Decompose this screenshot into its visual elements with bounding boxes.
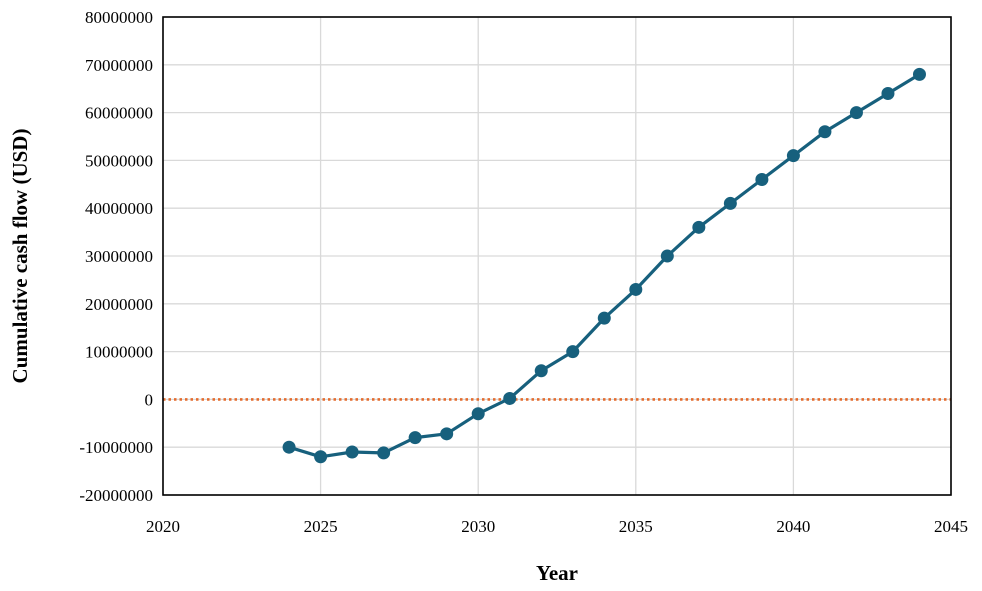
data-point bbox=[471, 407, 485, 421]
series-group bbox=[282, 67, 926, 464]
data-point bbox=[534, 364, 548, 378]
data-point bbox=[660, 249, 674, 263]
data-point bbox=[629, 282, 643, 296]
y-tick-label: 30000000 bbox=[85, 247, 153, 266]
data-point bbox=[282, 440, 296, 454]
y-tick-label: -20000000 bbox=[79, 486, 153, 505]
x-tick-label: 2025 bbox=[304, 517, 338, 536]
data-point bbox=[345, 445, 359, 459]
data-point bbox=[755, 173, 769, 187]
x-tick-label: 2030 bbox=[461, 517, 495, 536]
data-point bbox=[597, 311, 611, 325]
y-tick-label: 80000000 bbox=[85, 8, 153, 27]
y-tick-label: 20000000 bbox=[85, 295, 153, 314]
x-tick-label: 2040 bbox=[776, 517, 810, 536]
x-tick-label: 2020 bbox=[146, 517, 180, 536]
x-axis-title: Year bbox=[536, 561, 578, 585]
y-tick-label: 70000000 bbox=[85, 56, 153, 75]
data-point bbox=[314, 450, 328, 464]
data-point bbox=[849, 106, 863, 120]
plot-area-border bbox=[162, 16, 952, 496]
data-point bbox=[692, 220, 706, 234]
y-tick-label: 0 bbox=[145, 390, 154, 409]
y-tick-label: 10000000 bbox=[85, 343, 153, 362]
data-point bbox=[912, 67, 926, 81]
data-point bbox=[881, 86, 895, 100]
y-axis-tick-labels: -20000000 -10000000 0 10000000 20000000 30000… bbox=[79, 8, 153, 505]
y-tick-label: 50000000 bbox=[85, 151, 153, 170]
data-point bbox=[408, 431, 422, 445]
x-tick-label: 2045 bbox=[934, 517, 968, 536]
x-axis-tick-labels: 2020 2025 2030 2035 2040 2045 bbox=[146, 517, 968, 536]
y-tick-label: 40000000 bbox=[85, 199, 153, 218]
x-tick-label: 2035 bbox=[619, 517, 653, 536]
gridlines bbox=[162, 16, 952, 496]
data-point bbox=[503, 391, 517, 405]
data-point bbox=[723, 196, 737, 210]
y-tick-label: -10000000 bbox=[79, 438, 153, 457]
data-point bbox=[440, 427, 454, 441]
data-point bbox=[786, 149, 800, 163]
data-point bbox=[818, 125, 832, 139]
y-tick-label: 60000000 bbox=[85, 104, 153, 123]
data-point bbox=[377, 446, 391, 460]
y-axis-title: Cumulative cash flow (USD) bbox=[8, 129, 32, 384]
data-point bbox=[566, 345, 580, 359]
